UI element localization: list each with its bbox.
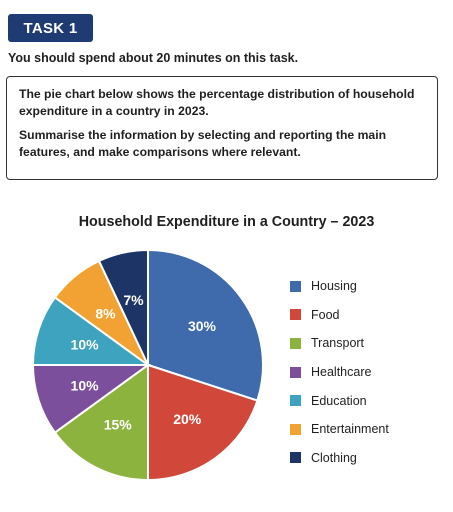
legend-swatch (290, 366, 301, 378)
task-prompt-box: The pie chart below shows the percentage… (6, 76, 438, 180)
legend-swatch (290, 337, 301, 349)
pie-slice-clothing (97, 248, 149, 366)
legend-label: Entertainment (311, 422, 389, 437)
legend-item-education: Education (290, 386, 389, 415)
legend-item-clothing: Clothing (290, 444, 389, 473)
legend-label: Healthcare (311, 365, 372, 380)
chart-legend: Housing Food Transport Healthcare Education E… (290, 272, 389, 472)
legend-label: Food (311, 307, 340, 322)
slice-label-healthcare: 10% (71, 378, 100, 394)
prompt-paragraph-1: The pie chart below shows the percentage… (19, 87, 415, 118)
slice-label-food: 20% (173, 411, 202, 427)
pie-slice-healthcare (31, 364, 152, 434)
legend-item-transport: Transport (290, 329, 389, 358)
legend-swatch (290, 280, 301, 292)
time-instruction: You should spend about 20 minutes on thi… (8, 51, 299, 65)
legend-swatch (290, 395, 301, 407)
pie-slice-housing (147, 248, 264, 402)
pie-slice-transport (53, 363, 149, 482)
legend-label: Housing (311, 279, 357, 294)
pie-slice-food (147, 363, 259, 482)
prompt-paragraph-2: Summarise the information by selecting a… (19, 128, 387, 159)
legend-swatch (290, 423, 301, 435)
slice-label-entertainment: 8% (95, 306, 116, 322)
legend-item-entertainment: Entertainment (290, 415, 389, 444)
slice-label-housing: 30% (188, 318, 217, 334)
chart-title: Household Expenditure in a Country – 202… (78, 214, 375, 230)
task-badge: TASK 1 (8, 14, 93, 42)
legend-item-food: Food (290, 301, 389, 330)
legend-label: Clothing (311, 450, 357, 465)
legend-item-housing: Housing (290, 272, 389, 301)
legend-swatch (290, 309, 301, 321)
legend-label: Transport (311, 336, 365, 351)
pie-slice-education (31, 296, 152, 366)
slice-label-transport: 15% (104, 416, 133, 432)
legend-item-healthcare: Healthcare (290, 358, 389, 387)
legend-swatch (290, 452, 301, 464)
legend-label: Education (311, 393, 367, 408)
slice-label-education: 10% (71, 336, 100, 352)
slice-label-clothing: 7% (123, 292, 144, 308)
